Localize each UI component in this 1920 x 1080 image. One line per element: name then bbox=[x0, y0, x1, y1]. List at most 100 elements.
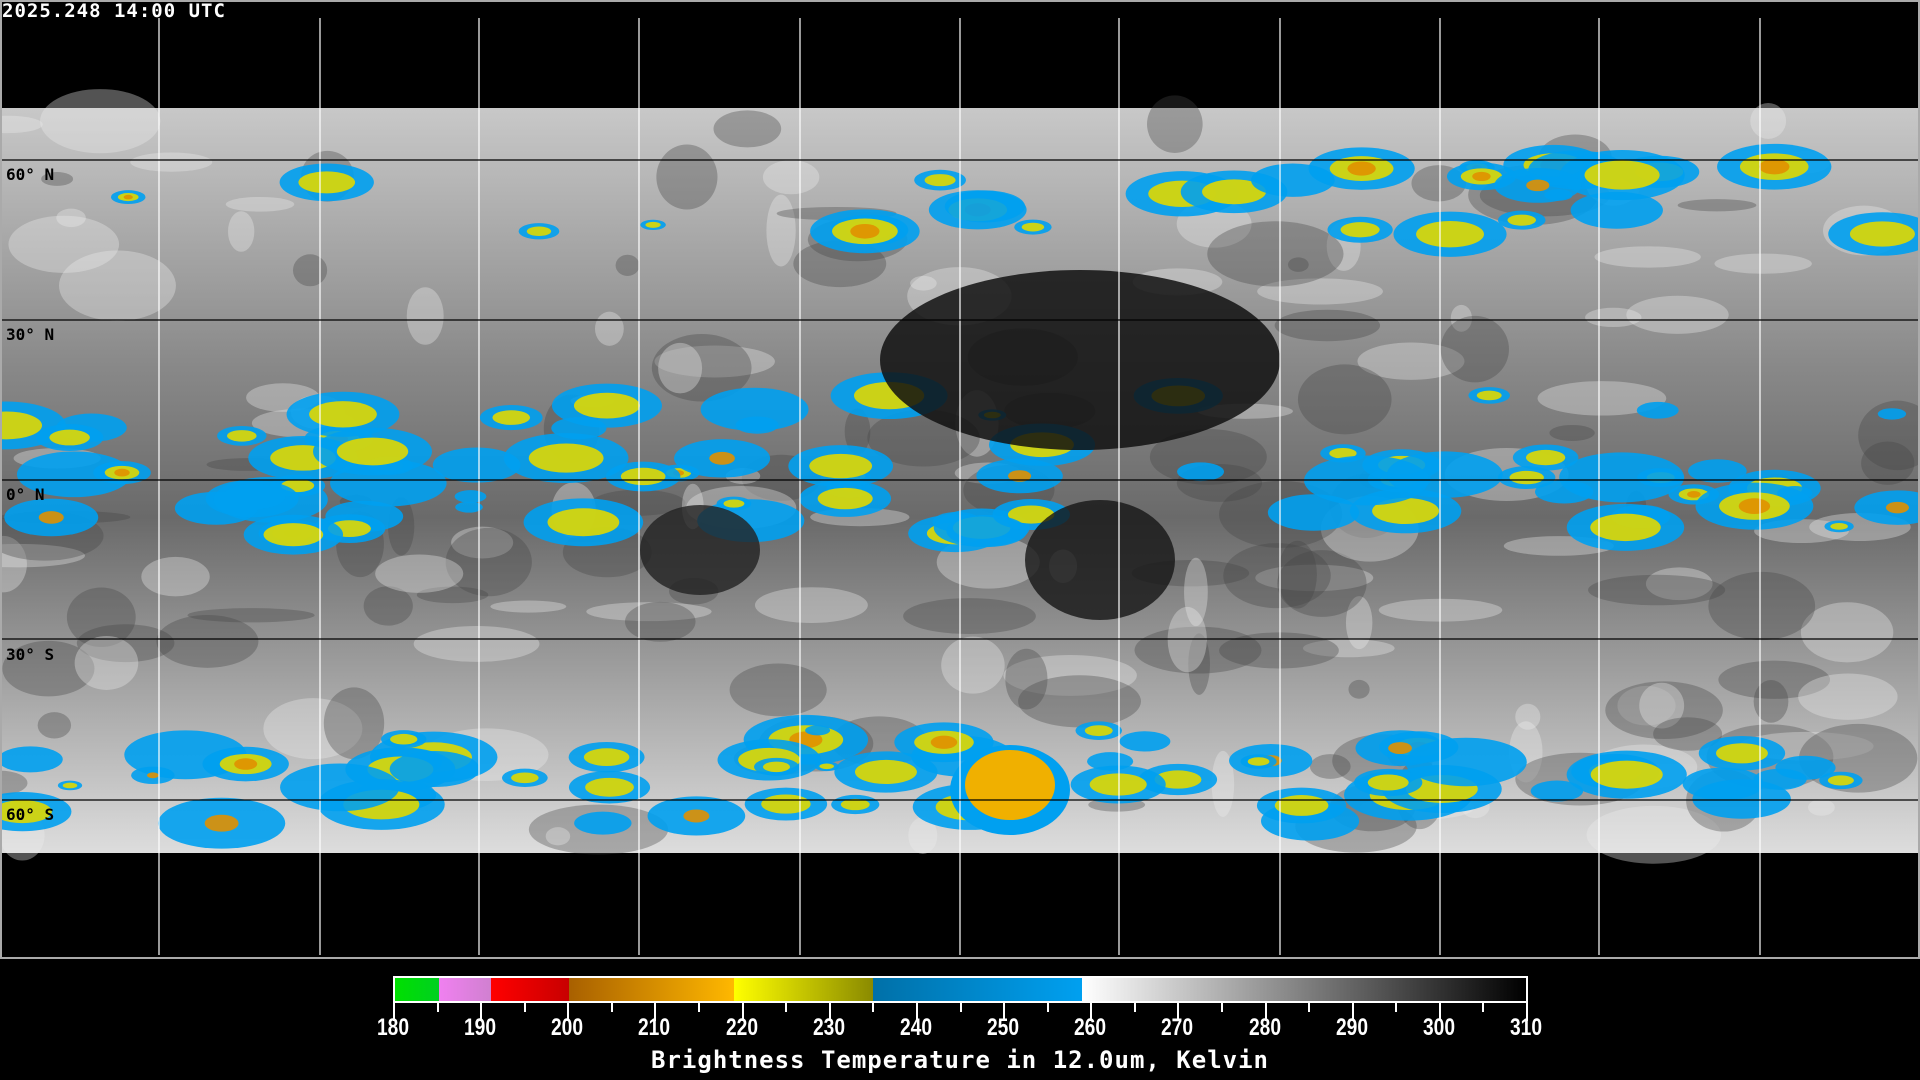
cloud-blob bbox=[375, 554, 464, 593]
colorbar bbox=[393, 976, 1528, 1003]
colorbar-tick-label: 270 bbox=[1161, 1014, 1194, 1041]
cloud-blob bbox=[0, 543, 85, 568]
cloud-blob bbox=[1585, 307, 1642, 328]
cloud-blob bbox=[1537, 381, 1667, 416]
cloud-blob bbox=[965, 750, 1055, 820]
cloud-blob bbox=[763, 761, 790, 773]
colorbar-segment bbox=[568, 978, 735, 1001]
africa-dark-region bbox=[1025, 500, 1175, 620]
colorbar-tick-label: 200 bbox=[551, 1014, 584, 1041]
cloud-blob bbox=[809, 453, 873, 479]
cloud-blob bbox=[432, 447, 521, 483]
cloud-blob bbox=[490, 600, 567, 613]
cloud-blob bbox=[59, 250, 176, 321]
cloud-blob bbox=[1639, 682, 1685, 729]
cloud-blob bbox=[1525, 449, 1566, 466]
cloud-blob bbox=[76, 624, 175, 663]
colorbar-tick bbox=[523, 1003, 526, 1012]
cloud-blob bbox=[1526, 179, 1550, 192]
cloud-blob bbox=[754, 587, 868, 624]
cloud-blob bbox=[389, 751, 480, 788]
cloud-blob bbox=[263, 523, 324, 547]
cloud-blob bbox=[651, 334, 752, 402]
cloud-blob bbox=[1798, 673, 1898, 720]
cloud-blob bbox=[0, 800, 52, 824]
cloud-blob bbox=[280, 763, 400, 812]
cloud-blob bbox=[263, 698, 363, 760]
cloud-blob bbox=[2, 640, 95, 697]
colorbar-tick-label: 250 bbox=[987, 1014, 1020, 1041]
cloud-blob bbox=[1472, 171, 1491, 182]
cloud-blob bbox=[1687, 491, 1701, 498]
cloud-blob bbox=[336, 437, 409, 466]
cloud-blob bbox=[1251, 163, 1335, 197]
cloud-blob bbox=[1605, 681, 1723, 740]
cloud-blob bbox=[930, 735, 958, 749]
cloud-blob bbox=[1590, 760, 1663, 789]
cloud-blob bbox=[1177, 462, 1225, 482]
cloud-blob bbox=[1223, 543, 1331, 609]
cloud-blob bbox=[528, 443, 604, 473]
colorbar-tick bbox=[1177, 1003, 1180, 1021]
cloud-blob bbox=[645, 221, 661, 228]
satellite-map bbox=[0, 0, 1920, 960]
colorbar-tick bbox=[698, 1003, 701, 1012]
cloud-blob bbox=[658, 342, 703, 394]
cloud-blob bbox=[1257, 278, 1383, 305]
cloud-blob bbox=[0, 115, 43, 134]
cloud-blob bbox=[1309, 754, 1351, 779]
cloud-blob bbox=[1440, 315, 1509, 383]
cloud-blob bbox=[766, 194, 796, 267]
colorbar-tick bbox=[1003, 1003, 1006, 1021]
cloud-blob bbox=[1549, 424, 1595, 441]
colorbar-tick bbox=[567, 1003, 570, 1021]
cloud-blob bbox=[1509, 470, 1544, 485]
cloud-blob bbox=[850, 223, 880, 239]
cloud-blob bbox=[66, 587, 136, 648]
cloud-blob bbox=[683, 809, 710, 823]
cloud-blob bbox=[1588, 574, 1726, 606]
cloud-blob bbox=[1274, 309, 1381, 342]
cloud-blob bbox=[323, 687, 385, 760]
cloud-blob bbox=[1084, 725, 1113, 737]
colorbar-title: Brightness Temperature in 12.0um, Kelvin bbox=[651, 1046, 1269, 1074]
cloud-blob bbox=[762, 160, 820, 195]
cloud-blob bbox=[1586, 805, 1722, 864]
cloud-blob bbox=[413, 625, 540, 662]
colorbar-tick-label: 210 bbox=[638, 1014, 671, 1041]
cloud-blob bbox=[1753, 679, 1789, 723]
cloud-blob bbox=[1716, 743, 1768, 764]
cloud-blob bbox=[0, 770, 28, 796]
cloud-blob bbox=[1861, 441, 1915, 485]
cloud-blob bbox=[309, 401, 377, 428]
cloud-blob bbox=[38, 511, 64, 524]
colorbar-tick bbox=[741, 1003, 744, 1021]
cloud-blob bbox=[1677, 199, 1757, 212]
cloud-blob bbox=[817, 487, 873, 510]
cloud-blob bbox=[1738, 498, 1771, 514]
cloud-blob bbox=[1515, 703, 1541, 730]
lat-label-30s: 30° S bbox=[6, 645, 55, 664]
map-border bbox=[0, 0, 1920, 959]
cloud-blob bbox=[62, 782, 78, 789]
cloud-blob bbox=[1219, 632, 1339, 669]
colorbar-segment bbox=[1082, 978, 1526, 1001]
cloud-blob bbox=[573, 392, 640, 419]
cloud-blob bbox=[1372, 497, 1440, 525]
cloud-blob bbox=[1087, 752, 1134, 771]
cloud-blob bbox=[1302, 639, 1395, 658]
cloud-blob bbox=[1277, 550, 1367, 617]
cloud-blob bbox=[910, 275, 937, 291]
colorbar-tick bbox=[1438, 1003, 1441, 1021]
cloud-blob bbox=[0, 411, 43, 440]
cloud-blob bbox=[1830, 522, 1848, 530]
cloud-blob bbox=[1570, 191, 1663, 229]
cloud-blob bbox=[620, 467, 666, 486]
cloud-blob bbox=[545, 827, 571, 846]
cloud-blob bbox=[1018, 675, 1141, 728]
cloud-blob bbox=[292, 254, 328, 287]
cloud-blob bbox=[1367, 774, 1409, 791]
cloud-blob bbox=[1617, 685, 1676, 726]
cloud-blob bbox=[624, 601, 696, 642]
cloud-blob bbox=[1347, 161, 1376, 176]
